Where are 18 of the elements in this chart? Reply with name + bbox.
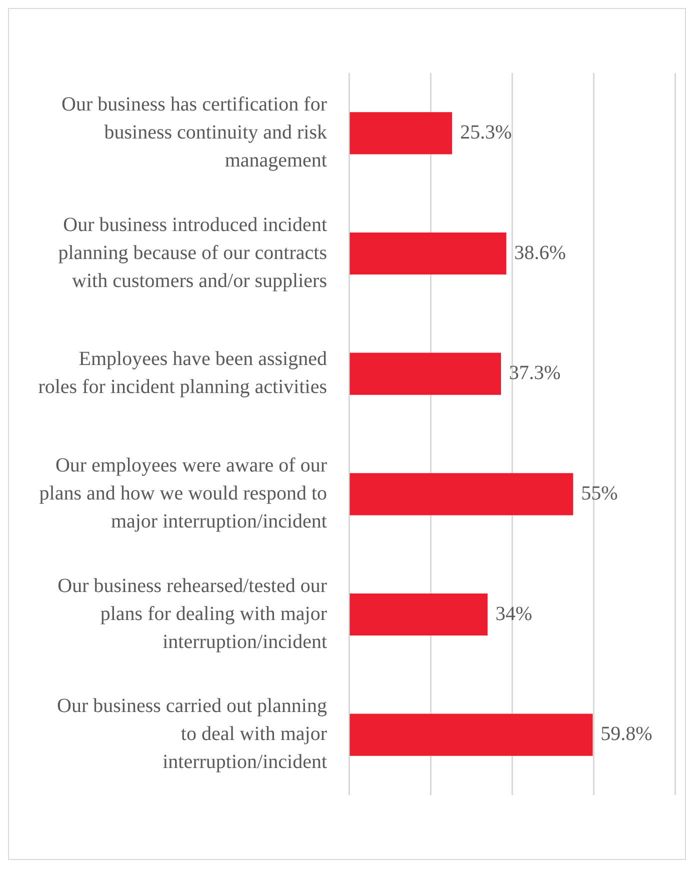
data-label: 55% bbox=[581, 482, 618, 504]
y-tick-label: Our business carried out planning to deal with major interruption/incident bbox=[57, 695, 328, 774]
y-tick-label: Our employees were aware of our plans and how we would respond to major interruption/incident bbox=[39, 454, 328, 532]
bar bbox=[350, 112, 452, 154]
bar bbox=[350, 714, 593, 756]
data-label: 59.8% bbox=[600, 723, 652, 746]
bar bbox=[350, 352, 501, 395]
y-tick-label: Employees have been assigned roles for incident planning activities bbox=[38, 348, 328, 398]
bar bbox=[350, 473, 574, 516]
y-tick-label: Our business has certification for business continuity and risk management bbox=[62, 93, 328, 172]
data-label: 25.3% bbox=[460, 121, 512, 144]
y-tick-label: Our business introduced incident planning because of our contracts with customers and/or suppliers bbox=[58, 214, 328, 292]
bar bbox=[350, 593, 488, 636]
data-label: 37.3% bbox=[508, 362, 561, 384]
bar bbox=[350, 232, 506, 275]
data-label: 38.6% bbox=[514, 242, 566, 264]
data-label: 34% bbox=[496, 602, 532, 625]
y-tick-label: Our business rehearsed/tested our plans for dealing with major interruption/incident bbox=[58, 574, 328, 653]
